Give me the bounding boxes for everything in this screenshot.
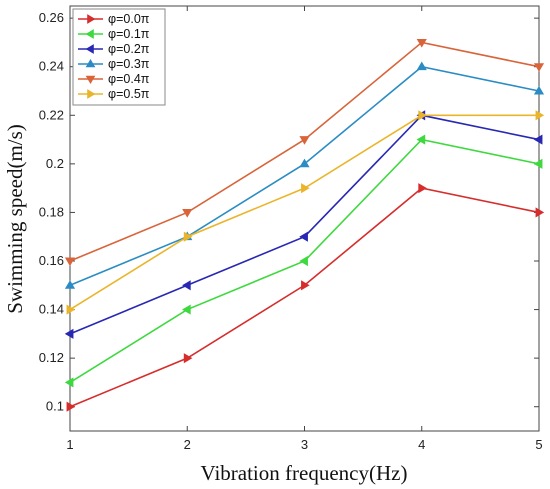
data-point <box>533 63 545 72</box>
y-tick-label: 0.12 <box>39 350 64 365</box>
data-point <box>182 304 191 315</box>
legend-item: φ=0.0π <box>78 12 150 26</box>
data-point <box>533 134 543 145</box>
data-point <box>416 134 426 145</box>
legend-label: φ=0.4π <box>108 72 150 86</box>
data-point <box>416 38 427 48</box>
y-tick-label: 0.1 <box>46 399 64 414</box>
legend-item: φ=0.4π <box>78 72 150 86</box>
y-tick-label: 0.16 <box>39 253 64 268</box>
y-tick-label: 0.14 <box>39 302 64 317</box>
x-tick-label: 3 <box>301 437 308 452</box>
series-5 <box>66 110 545 315</box>
data-point <box>535 110 545 121</box>
series-group <box>64 38 545 412</box>
series-0 <box>66 183 545 412</box>
data-point <box>299 158 310 168</box>
data-point <box>64 377 74 388</box>
data-point <box>183 231 193 242</box>
legend-label: φ=0.1π <box>108 27 150 41</box>
y-tick-label: 0.18 <box>39 204 64 219</box>
legend-label: φ=0.2π <box>108 42 150 56</box>
legend-item: φ=0.3π <box>78 57 150 71</box>
x-tick-label: 5 <box>535 437 542 452</box>
series-4 <box>64 38 545 267</box>
legend-marker <box>87 14 96 24</box>
data-point <box>418 183 427 194</box>
data-point <box>64 257 76 267</box>
legend-label: φ=0.5π <box>108 87 150 101</box>
data-point <box>416 61 427 71</box>
data-point <box>183 353 193 364</box>
data-point <box>301 280 310 291</box>
y-axis-title: Swimming speed(m/s) <box>3 124 27 314</box>
legend-box <box>72 8 166 106</box>
data-point <box>66 401 76 412</box>
x-axis-ticks: 1 2 3 4 5 <box>66 6 543 452</box>
legend-item: φ=0.5π <box>78 87 150 101</box>
data-point <box>418 110 427 121</box>
legend-label: φ=0.3π <box>108 57 150 71</box>
x-axis-title: Vibration frequency(Hz) <box>201 461 408 485</box>
data-point <box>535 207 545 218</box>
y-axis-ticks: 0.1 0.12 0.14 0.16 0.18 0.2 0.22 0.24 0.26 <box>39 10 539 414</box>
data-point <box>299 255 308 267</box>
y-tick-label: 0.2 <box>46 156 64 171</box>
legend-marker <box>85 75 96 84</box>
legend-label: φ=0.0π <box>108 12 150 26</box>
legend-marker <box>87 89 96 99</box>
data-point <box>533 158 543 169</box>
data-point <box>66 304 76 315</box>
legend-marker <box>85 59 96 68</box>
data-point <box>182 208 193 218</box>
data-point <box>301 183 310 194</box>
x-tick-label: 4 <box>418 437 425 452</box>
y-tick-label: 0.24 <box>39 59 64 74</box>
data-point <box>299 136 310 145</box>
x-tick-label: 1 <box>66 437 73 452</box>
legend-marker <box>85 29 94 39</box>
y-tick-label: 0.22 <box>39 107 64 122</box>
legend: φ=0.0πφ=0.1πφ=0.2πφ=0.3πφ=0.4πφ=0.5π <box>72 8 166 106</box>
y-tick-label: 0.26 <box>39 10 64 25</box>
data-point <box>64 328 74 339</box>
data-point <box>299 231 308 242</box>
data-point <box>533 85 545 95</box>
legend-marker <box>85 44 94 54</box>
data-point <box>64 280 76 289</box>
data-point <box>182 280 191 291</box>
legend-item: φ=0.1π <box>78 27 150 41</box>
legend-item: φ=0.2π <box>78 42 150 56</box>
series-1 <box>64 134 543 388</box>
series-3 <box>64 61 545 289</box>
x-tick-label: 2 <box>184 437 191 452</box>
